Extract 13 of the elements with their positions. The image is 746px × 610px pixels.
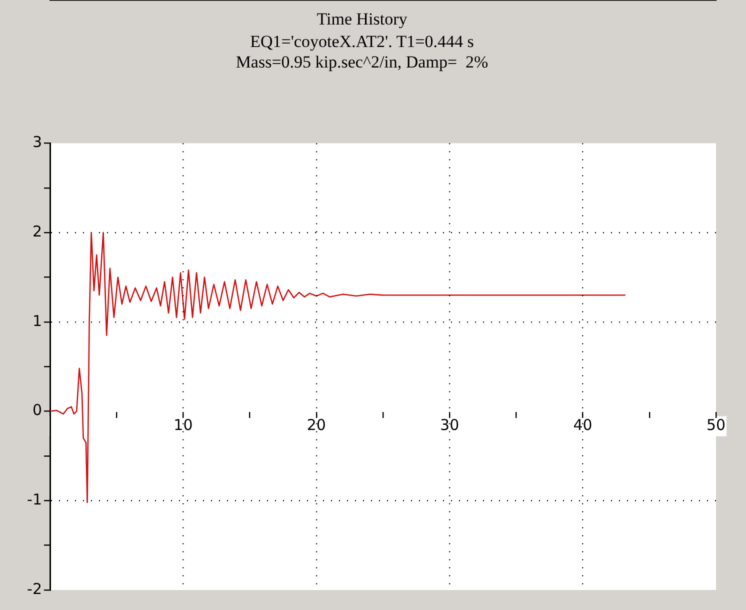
x-tick-label: 30 — [440, 416, 460, 434]
y-tick-label: 3 — [32, 133, 42, 152]
y-tick-label: 2 — [32, 222, 42, 240]
x-tick-label: 50 — [706, 416, 726, 434]
x-tick-label: 40 — [573, 416, 592, 434]
y-tick-label: -2 — [27, 580, 42, 598]
x-tick-label: 20 — [306, 416, 326, 434]
chart-title: Time History — [316, 10, 408, 29]
y-tick-label: 1 — [32, 312, 42, 330]
y-tick-label: -1 — [27, 490, 42, 509]
x-tick-label: 10 — [174, 416, 193, 434]
y-tick-label: 0 — [32, 401, 42, 420]
chart-subtitle: EQ1='coyoteX.AT2'. T1=0.444 s Mass=0.95 kip.sec^2/in, Damp= 2% — [236, 32, 488, 72]
